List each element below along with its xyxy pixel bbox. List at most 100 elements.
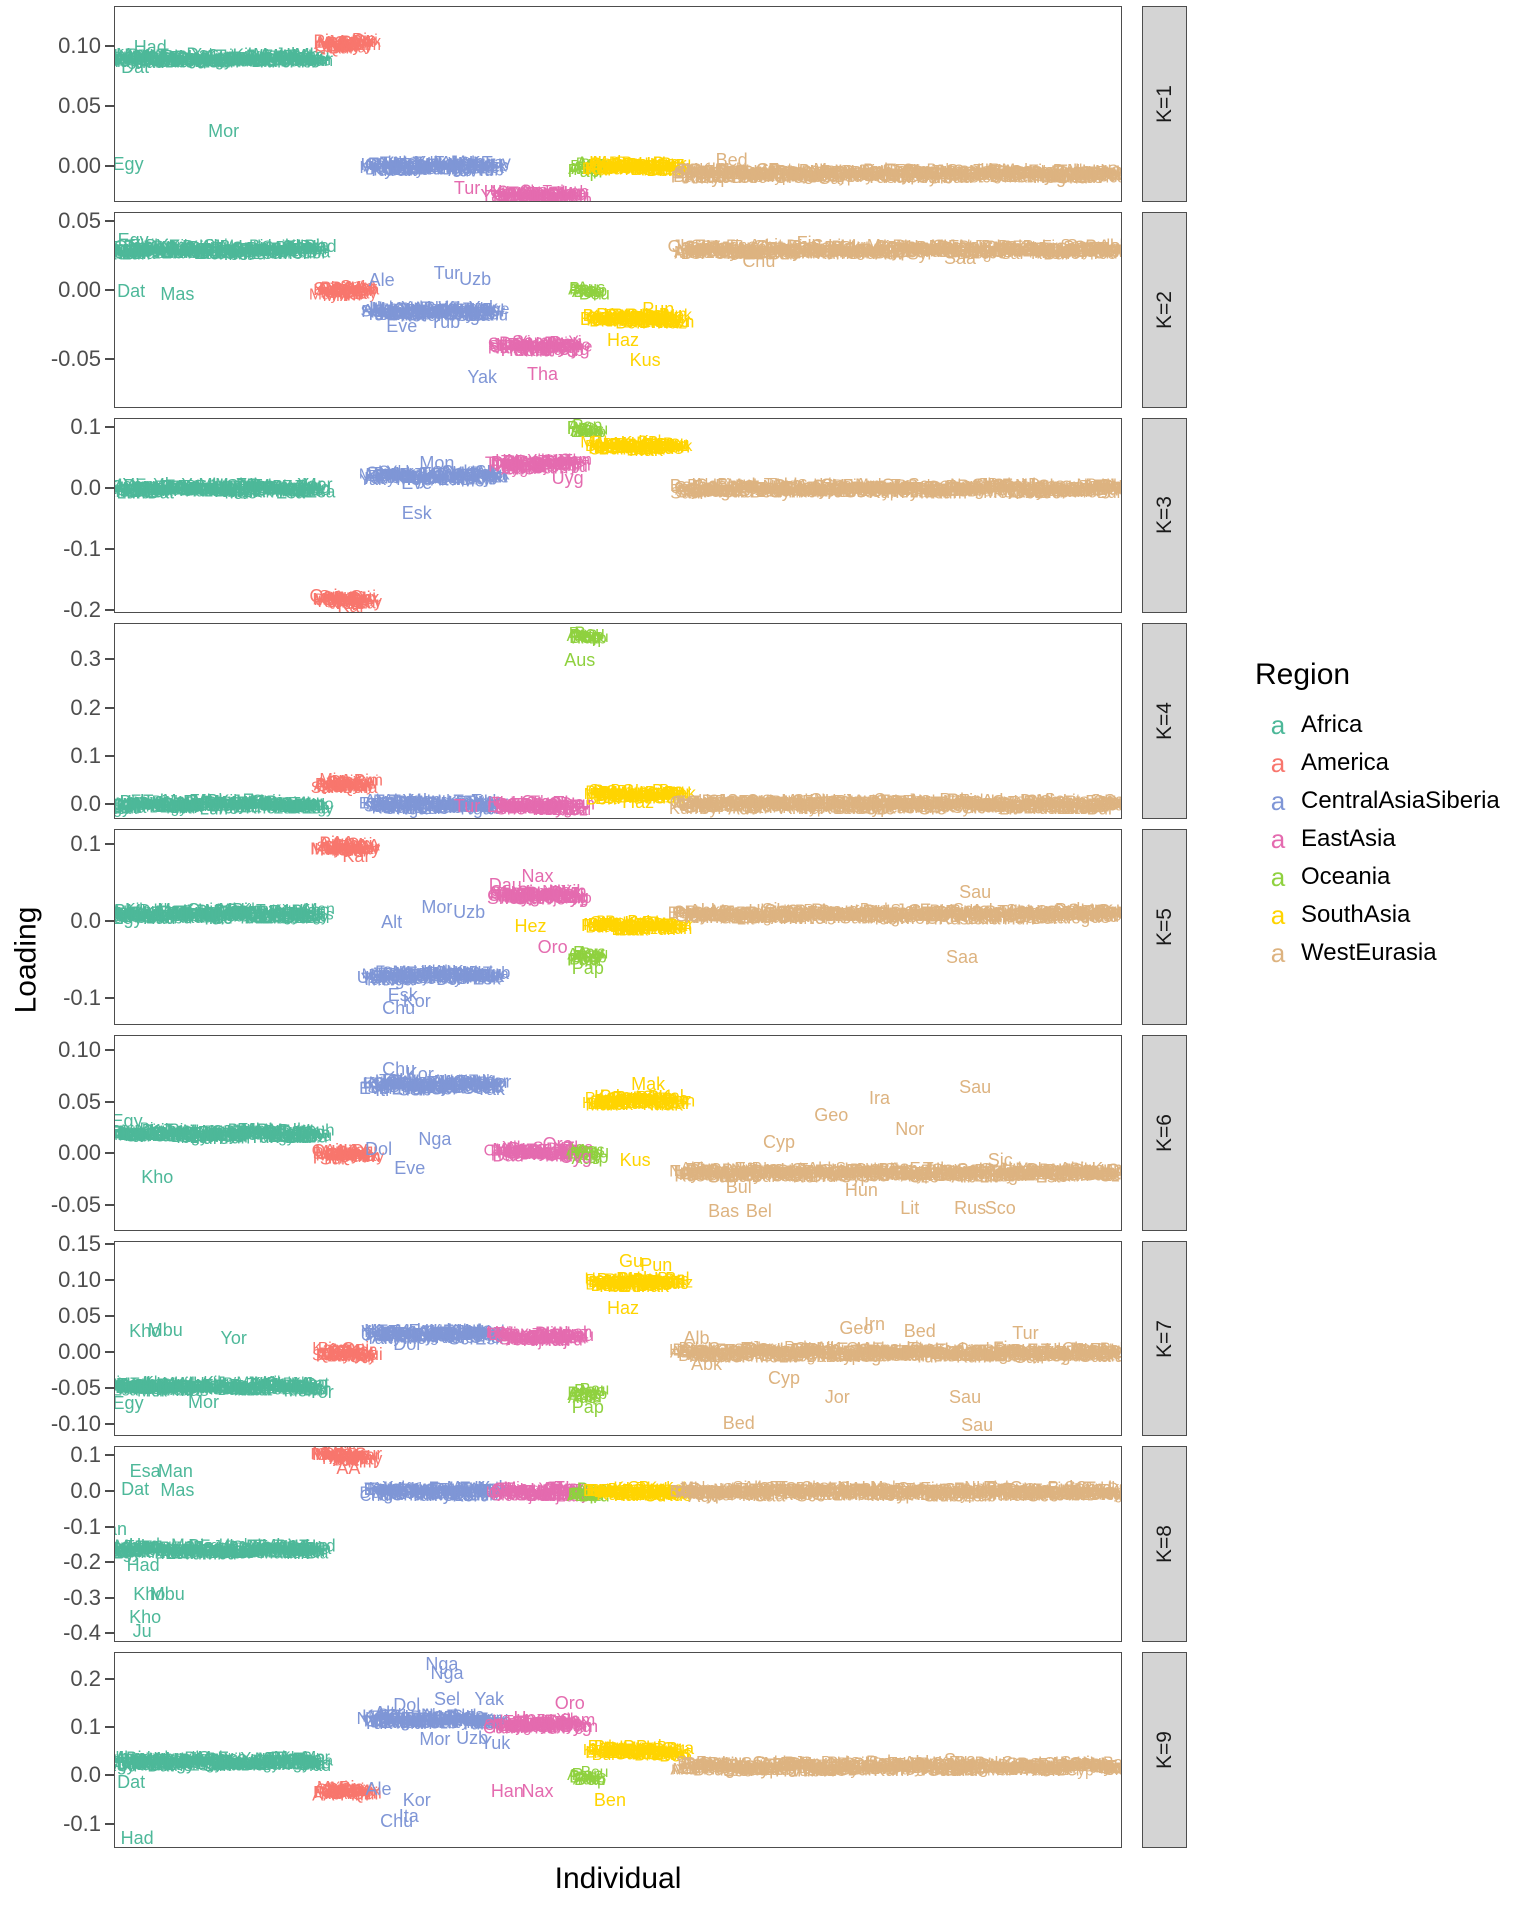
data-point-labeled: Haz [607,331,639,349]
data-point: Had [304,1537,336,1555]
y-tick-mark [105,1561,114,1564]
data-point: Ibo [141,48,163,64]
data-point: Man [119,48,152,65]
data-point: Had [165,51,193,67]
data-point: Dat [129,46,155,63]
data-point: Man [179,48,210,65]
data-point: Tub [380,154,408,171]
data-point: Man [149,53,179,69]
data-point-labeled: Sic [988,1151,1013,1169]
data-point: Luh [127,48,154,65]
data-point: Tun [306,53,333,69]
y-tick-mark [105,1596,114,1599]
y-tick-label: -0.10 [51,1411,105,1437]
data-point: Chu [395,159,426,177]
data-point: Tun [188,53,214,69]
data-point: Bia [115,55,129,71]
facet-strip-label: K=6 [1152,1114,1176,1152]
data-point-labeled: Dol [393,1335,420,1353]
data-point-labeled: Hez [506,1143,538,1161]
data-point: Lah [564,1324,592,1342]
data-point: Kyr [406,162,429,178]
y-tick: 0.05 [58,1089,114,1115]
y-tick-mark [105,104,114,107]
data-point-labeled: Oro [538,938,568,956]
y-tick-mark [105,289,114,292]
data-point-labeled: Eve [386,317,417,335]
facet-grid: 0.100.050.00YorBiaBiaHadMorIboEsaKikKhoE… [0,6,1187,1848]
data-point: Kho [260,53,291,71]
y-tick-mark [105,1152,114,1155]
data-point: Bia [164,53,189,72]
data-point: Kik [115,53,139,71]
y-tick-label: -0.1 [63,536,105,562]
y-tick-label: 0.10 [58,1037,105,1063]
y-tick-label: -0.1 [63,985,105,1011]
data-point: Mix [343,34,367,50]
data-point: Kik [233,45,257,63]
y-tick: -0.4 [63,1620,114,1646]
data-point-labeled: Syr [1032,166,1059,184]
y-tick: 0.1 [70,743,114,769]
data-point: AA [314,36,335,53]
data-point-labeled: Chu [742,252,775,270]
data-point: Itl [384,156,396,172]
y-tick: 0.0 [70,908,114,934]
data-point-labeled: Egy [115,155,144,173]
data-point: Egy [233,50,259,65]
data-point: Kho [144,54,172,70]
data-point: Mas [206,52,238,70]
y-tick: 0.1 [70,831,114,857]
y-tick-label: 0.00 [58,1339,105,1365]
data-point: Gu [669,437,689,453]
y-tick: 0.10 [58,1037,114,1063]
data-point-labeled: Uyg [557,888,589,906]
data-point-labeled: Egy [115,1394,144,1412]
data-point: Esa [258,50,284,66]
y-tick-label: -0.2 [63,1549,105,1575]
data-point: Luh [306,1122,334,1139]
data-point: Dat [216,52,242,69]
data-point-labeled: Hez [514,917,546,935]
y-tick-mark [105,1632,114,1635]
data-point: Bia [224,50,249,68]
data-point: Ice [1109,1346,1121,1363]
data-point: Yor [279,53,304,71]
facet-strip: K=2 [1142,211,1187,408]
y-tick-label: 0.1 [70,414,105,440]
facet-strip-label: K=5 [1152,908,1176,946]
y-axis: 0.15 0.10 0.05 0.00 -0.05 -0.10 [0,1231,114,1437]
data-point-labeled: Alb [683,1329,709,1347]
data-point: Alb [1107,479,1121,498]
data-point: Pun [665,1092,695,1109]
data-point: Had [224,48,252,63]
y-tick-label: 0.00 [58,1140,105,1166]
data-point: Luh [302,53,328,69]
y-tick-label: 0.15 [58,1231,105,1257]
y-tick-label: 0.05 [58,93,105,119]
data-point: Kar [322,41,346,57]
data-point: Bia [163,48,188,65]
data-point-labeled: Geo [839,1319,873,1337]
data-point: Mor [225,52,255,70]
data-point-labeled: Bas [708,1202,739,1220]
y-tick: -0.05 [51,1192,114,1218]
data-point: Dat [276,49,302,66]
y-tick: -0.2 [63,1549,114,1575]
data-point: Esk [371,157,397,173]
y-axis: 0.1 0.0 -0.1 [0,829,114,1025]
y-tick-label: -0.2 [63,597,105,623]
data-point: Chu [365,157,394,173]
y-axis: 0.05 0.00 -0.05 [0,208,114,408]
data-point: Ibo [115,47,134,64]
plot-panel: LuhDatTunYorBiaBiaHadMorIboEsaKikKhoEgyG… [114,1034,1122,1231]
data-point-labeled: Chu [382,999,415,1017]
data-point: Yor [250,50,273,66]
data-point-labeled: Hun [845,1181,878,1199]
data-point: Man [207,54,239,72]
y-tick-label: 0.10 [58,33,105,59]
y-tick-label: 0.0 [70,908,105,934]
facet-strip: K=3 [1142,417,1187,614]
data-point: Kik [174,53,196,69]
